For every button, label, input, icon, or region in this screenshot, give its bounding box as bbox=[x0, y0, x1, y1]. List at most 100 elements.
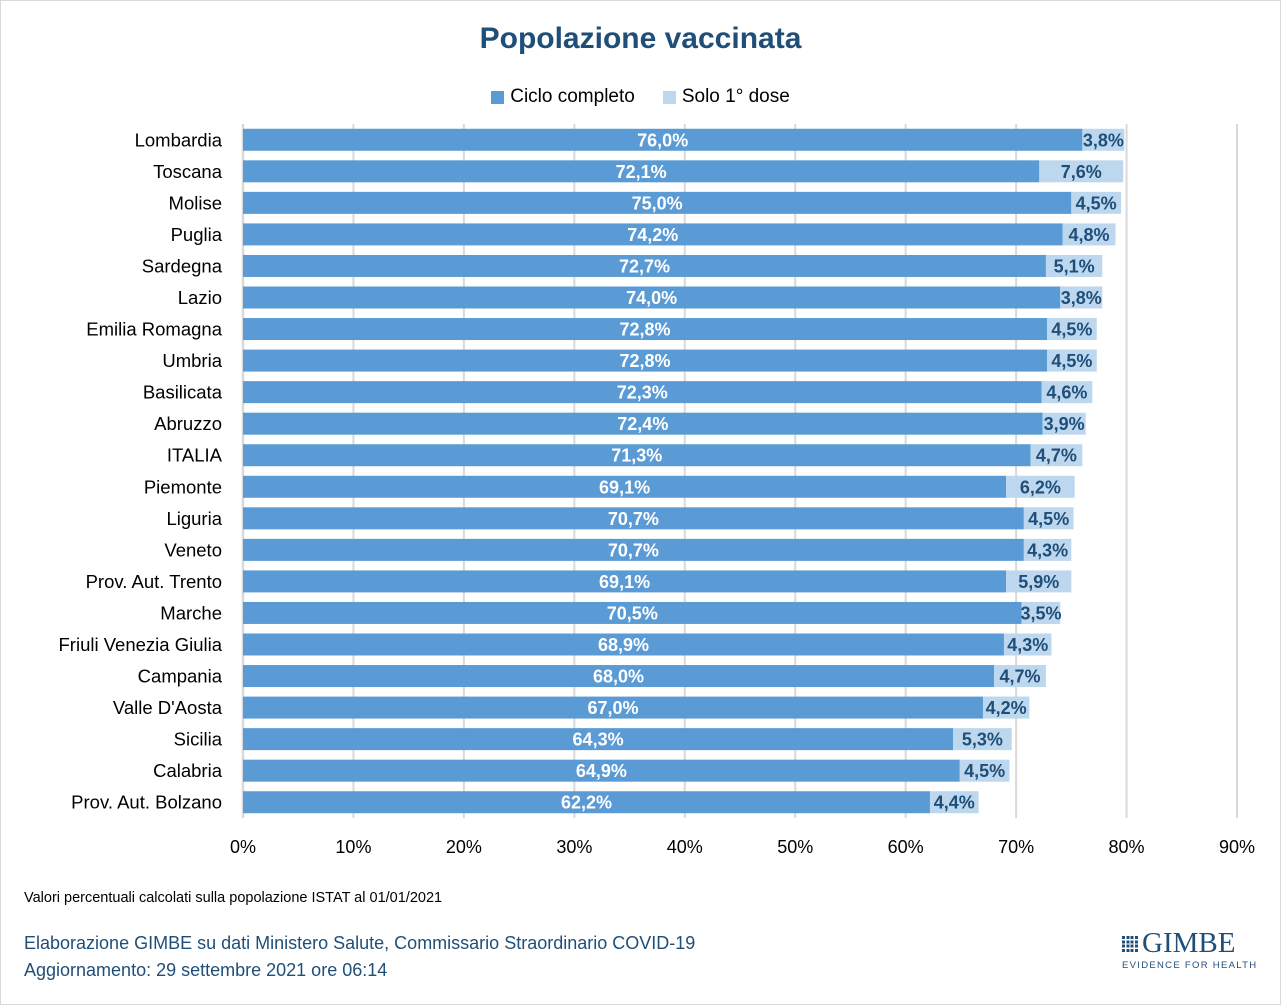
source-credit: Elaborazione GIMBE su dati Ministero Sal… bbox=[24, 933, 696, 953]
category-label: Molise bbox=[169, 192, 222, 213]
legend-item-solo-prima-dose: Solo 1° dose bbox=[662, 86, 790, 108]
bar-ciclo-completo bbox=[243, 254, 1046, 277]
x-tick-label: 50% bbox=[777, 837, 813, 857]
legend-item-ciclo-completo: Ciclo completo bbox=[491, 86, 635, 108]
data-label-ciclo-completo: 74,2% bbox=[627, 225, 678, 245]
category-label: Friuli Venezia Giulia bbox=[59, 634, 223, 655]
data-label-ciclo-completo: 67,0% bbox=[587, 698, 638, 718]
bar-solo-prima-dose bbox=[1042, 412, 1086, 435]
bar-ciclo-completo bbox=[243, 223, 1063, 246]
data-label-ciclo-completo: 72,4% bbox=[617, 414, 668, 434]
legend-label-solo-prima-dose: Solo 1° dose bbox=[681, 86, 790, 107]
category-label: Calabria bbox=[153, 760, 223, 781]
data-label-solo-prima-dose: 3,8% bbox=[1083, 130, 1124, 150]
bar-ciclo-completo bbox=[243, 381, 1042, 404]
category-label: Campania bbox=[138, 666, 223, 687]
data-label-ciclo-completo: 70,7% bbox=[608, 540, 659, 560]
data-label-ciclo-completo: 76,0% bbox=[637, 130, 688, 150]
bar-ciclo-completo bbox=[243, 665, 995, 688]
bar-solo-prima-dose bbox=[1006, 475, 1075, 498]
bar-solo-prima-dose bbox=[1039, 160, 1124, 183]
bar-ciclo-completo bbox=[243, 160, 1040, 183]
category-label: Puglia bbox=[171, 224, 223, 245]
bar-ciclo-completo bbox=[243, 349, 1048, 372]
legend-swatch-ciclo-completo bbox=[491, 90, 505, 104]
category-label: Emilia Romagna bbox=[86, 319, 222, 340]
legend-swatch-solo-prima-dose bbox=[662, 90, 676, 104]
x-tick-label: 60% bbox=[888, 837, 924, 857]
data-label-ciclo-completo: 68,0% bbox=[593, 667, 644, 687]
bar-solo-prima-dose bbox=[1047, 318, 1097, 341]
data-label-ciclo-completo: 68,9% bbox=[598, 635, 649, 655]
bar-ciclo-completo bbox=[243, 475, 1007, 498]
bar-ciclo-completo bbox=[243, 759, 960, 782]
bar-ciclo-completo bbox=[243, 286, 1061, 309]
bar-ciclo-completo bbox=[243, 728, 954, 751]
data-label-solo-prima-dose: 5,1% bbox=[1054, 256, 1095, 276]
data-label-ciclo-completo: 69,1% bbox=[599, 477, 650, 497]
bar-ciclo-completo bbox=[243, 444, 1031, 467]
bar-ciclo-completo bbox=[243, 412, 1043, 435]
bar-ciclo-completo bbox=[243, 791, 930, 814]
bar-solo-prima-dose bbox=[1062, 223, 1116, 246]
x-tick-label: 80% bbox=[1109, 837, 1145, 857]
bar-solo-prima-dose bbox=[1047, 349, 1097, 372]
data-label-ciclo-completo: 64,9% bbox=[576, 761, 627, 781]
bar-solo-prima-dose bbox=[1045, 254, 1103, 277]
data-label-ciclo-completo: 70,5% bbox=[607, 603, 658, 623]
data-label-solo-prima-dose: 3,9% bbox=[1044, 414, 1085, 434]
data-label-ciclo-completo: 72,8% bbox=[619, 320, 670, 340]
category-label: Prov. Aut. Trento bbox=[86, 571, 222, 592]
data-label-solo-prima-dose: 4,5% bbox=[1051, 320, 1092, 340]
category-label: Abruzzo bbox=[154, 413, 222, 434]
bar-ciclo-completo bbox=[243, 318, 1048, 341]
category-label: Sicilia bbox=[174, 729, 223, 750]
legend-label-ciclo-completo: Ciclo completo bbox=[510, 86, 635, 107]
x-tick-label: 10% bbox=[335, 837, 371, 857]
data-label-ciclo-completo: 72,8% bbox=[619, 351, 670, 371]
bar-solo-prima-dose bbox=[1006, 570, 1072, 593]
data-label-solo-prima-dose: 4,5% bbox=[1076, 193, 1117, 213]
data-label-ciclo-completo: 72,7% bbox=[619, 256, 670, 276]
data-label-solo-prima-dose: 4,2% bbox=[986, 698, 1027, 718]
data-label-ciclo-completo: 69,1% bbox=[599, 572, 650, 592]
data-label-ciclo-completo: 70,7% bbox=[608, 509, 659, 529]
gimbe-logo: GIMBE EVIDENCE FOR HEALTH bbox=[1122, 928, 1256, 976]
bar-ciclo-completo bbox=[243, 633, 1004, 656]
bar-solo-prima-dose bbox=[929, 791, 979, 814]
bar-solo-prima-dose bbox=[953, 728, 1012, 751]
data-label-solo-prima-dose: 4,5% bbox=[964, 761, 1005, 781]
data-label-solo-prima-dose: 4,8% bbox=[1068, 225, 1109, 245]
category-label: Lombardia bbox=[135, 129, 223, 150]
bar-solo-prima-dose bbox=[1021, 601, 1061, 624]
data-label-ciclo-completo: 72,1% bbox=[616, 162, 667, 182]
category-label: Sardegna bbox=[142, 255, 223, 276]
bar-ciclo-completo bbox=[243, 696, 983, 719]
update-timestamp: Aggiornamento: 29 settembre 2021 ore 06:… bbox=[24, 960, 388, 980]
data-label-solo-prima-dose: 4,3% bbox=[1027, 540, 1068, 560]
data-label-solo-prima-dose: 7,6% bbox=[1061, 162, 1102, 182]
category-label: ITALIA bbox=[167, 445, 223, 466]
footnote: Valori percentuali calcolati sulla popol… bbox=[24, 890, 443, 906]
x-tick-label: 30% bbox=[556, 837, 592, 857]
logo-tagline: EVIDENCE FOR HEALTH bbox=[1122, 960, 1258, 971]
bar-ciclo-completo bbox=[243, 507, 1024, 530]
x-tick-label: 20% bbox=[446, 837, 482, 857]
bar-solo-prima-dose bbox=[994, 665, 1046, 688]
data-label-solo-prima-dose: 4,3% bbox=[1007, 635, 1048, 655]
bar-solo-prima-dose bbox=[1071, 191, 1122, 214]
data-label-ciclo-completo: 72,3% bbox=[617, 383, 668, 403]
logo-grid-overlay bbox=[1122, 935, 1139, 952]
data-label-solo-prima-dose: 4,4% bbox=[934, 793, 975, 813]
logo-wordmark: GIMBE bbox=[1142, 927, 1236, 959]
data-label-ciclo-completo: 71,3% bbox=[611, 446, 662, 466]
category-label: Toscana bbox=[153, 161, 223, 182]
x-tick-label: 40% bbox=[667, 837, 703, 857]
data-label-solo-prima-dose: 4,5% bbox=[1051, 351, 1092, 371]
category-label: Liguria bbox=[166, 508, 222, 529]
bar-solo-prima-dose bbox=[1060, 286, 1103, 309]
category-label: Marche bbox=[160, 602, 222, 623]
bar-solo-prima-dose bbox=[1023, 538, 1072, 561]
legend: Ciclo completo Solo 1° dose bbox=[0, 86, 1281, 108]
bar-solo-prima-dose bbox=[982, 696, 1030, 719]
